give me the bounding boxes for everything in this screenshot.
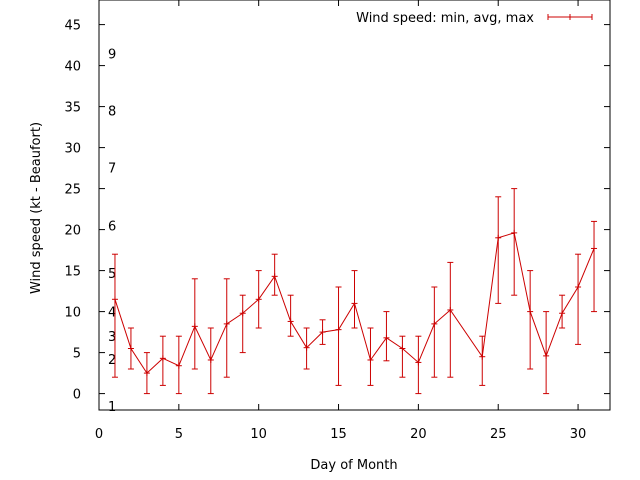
x-tick-label: 10 [250,427,267,442]
x-tick-label: 15 [330,427,347,442]
beaufort-label: 7 [108,161,116,176]
data-point [399,345,406,352]
data-point [431,320,438,327]
y-tick-label: 30 [64,142,81,157]
legend-key [547,14,593,20]
error-bar [575,253,582,345]
x-tick-label: 30 [570,427,587,442]
error-bar [447,261,454,378]
error-bar [543,311,550,395]
error-bar [511,188,518,296]
x-tick-label: 20 [410,427,427,442]
data-point [415,359,422,366]
data-point [367,356,374,363]
y-axis-label: Wind speed (kt - Beaufort) [29,122,44,294]
data-point [447,306,454,313]
beaufort-label: 1 [108,400,116,415]
data-point [111,296,118,303]
data-point [495,234,502,241]
x-tick-label: 0 [95,427,103,442]
data-point [479,353,486,360]
error-bar [367,327,374,386]
data-point [287,318,294,325]
data-point [575,284,582,290]
y-tick-label: 5 [73,347,81,362]
legend-label: Wind speed: min, avg, max [356,11,534,26]
data-point [159,355,166,362]
error-bar [287,294,294,337]
data-point [319,329,326,336]
error-bar [431,286,438,378]
beaufort-label: 6 [108,220,116,235]
data-point [191,323,198,330]
y-tick-label: 25 [64,183,81,198]
legend: Wind speed: min, avg, max [356,11,593,26]
data-point [383,334,390,341]
beaufort-label: 9 [108,47,116,62]
plot-frame [98,0,611,411]
y-tick-label: 35 [64,101,81,116]
beaufort-label: 8 [108,105,116,120]
beaufort-label: 5 [108,267,116,282]
error-bar [479,335,486,386]
error-bar [591,220,598,313]
data-point [271,273,278,280]
data-point [527,308,534,315]
data-point [303,344,310,351]
y-tick-label: 40 [64,60,81,75]
error-bar [351,270,358,329]
data-point [127,345,134,352]
data-point [175,362,182,369]
data-point [207,356,214,363]
data-point [511,229,518,236]
data-point [351,300,358,307]
error-bar [495,196,502,304]
data-point [559,310,566,317]
avg-line [114,232,595,374]
data-point [591,245,598,252]
beaufort-label: 2 [108,353,116,368]
error-bar [239,294,246,354]
error-bar [111,253,118,378]
data-point [543,352,550,359]
y-tick-label: 45 [64,19,81,34]
data-point [239,310,246,317]
data-point [223,320,230,327]
beaufort-label: 4 [108,306,116,321]
error-bar [527,270,534,370]
x-tick-label: 25 [490,427,507,442]
error-bar [335,286,342,386]
y-tick-label: 15 [64,265,81,280]
error-bar [399,335,406,378]
data-point [143,370,150,377]
beaufort-label: 3 [108,330,116,345]
x-axis-label: Day of Month [310,458,397,473]
y-tick-label: 0 [73,388,81,403]
error-bar [223,278,230,378]
y-tick-label: 20 [64,224,81,239]
data-point [255,296,262,303]
y-tick-label: 10 [64,306,81,321]
data-point [335,326,342,333]
x-tick-label: 5 [175,427,183,442]
